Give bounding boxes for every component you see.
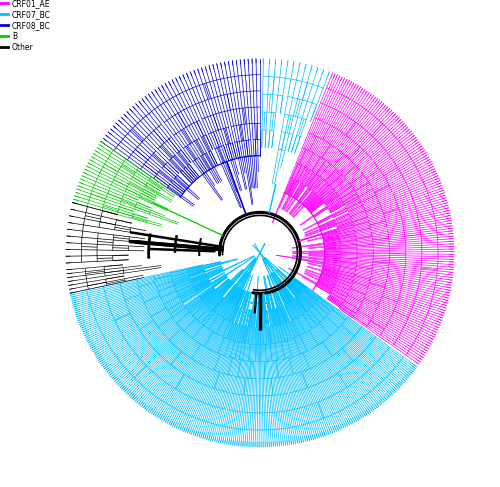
- Legend: CRF01_AE, CRF07_BC, CRF08_BC, B, Other: CRF01_AE, CRF07_BC, CRF08_BC, B, Other: [0, 0, 54, 55]
